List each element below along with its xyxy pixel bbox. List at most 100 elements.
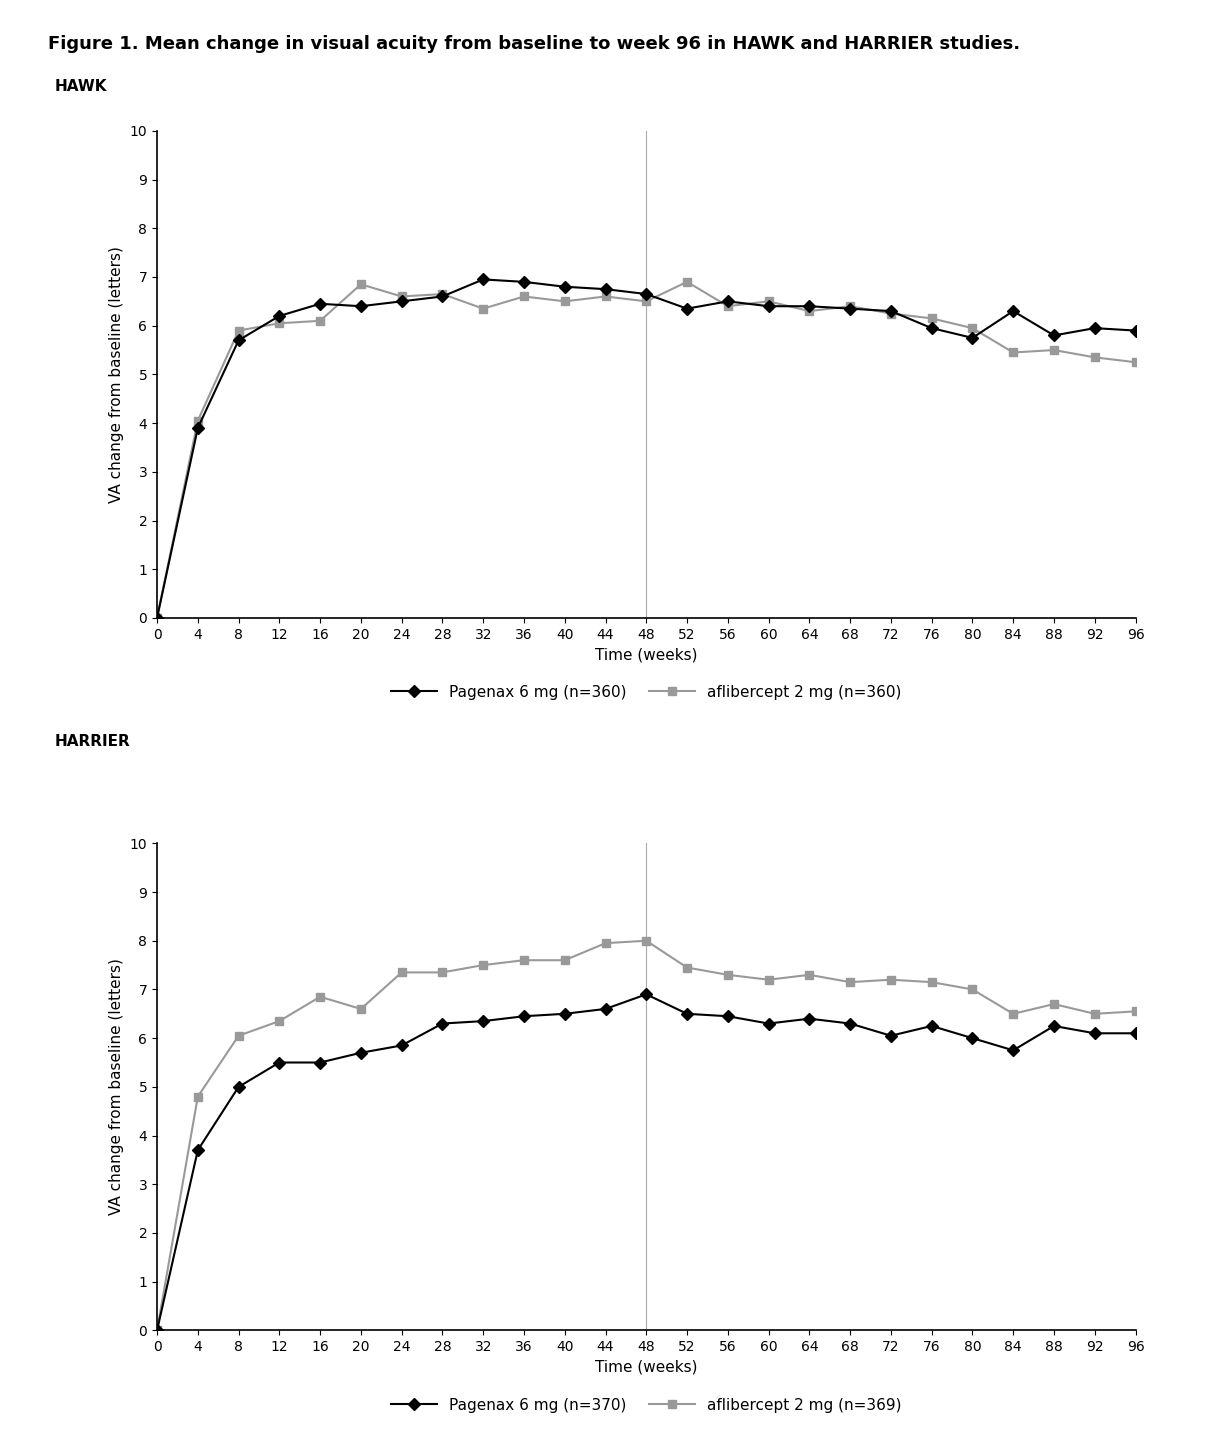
aflibercept 2 mg (n=369) (313, 989, 327, 1006)
aflibercept 2 mg (n=360) (1087, 349, 1102, 366)
Pagenax 6 mg (n=360) (843, 300, 858, 317)
Y-axis label: VA change from baseline (letters): VA change from baseline (letters) (109, 958, 124, 1216)
aflibercept 2 mg (n=369) (1087, 1005, 1102, 1022)
Pagenax 6 mg (n=370) (1046, 1018, 1062, 1035)
aflibercept 2 mg (n=369) (1046, 996, 1062, 1013)
Pagenax 6 mg (n=360) (639, 285, 654, 302)
Pagenax 6 mg (n=360) (354, 298, 368, 316)
Pagenax 6 mg (n=360) (924, 320, 939, 337)
aflibercept 2 mg (n=360) (1006, 343, 1021, 361)
aflibercept 2 mg (n=360) (680, 273, 695, 291)
aflibercept 2 mg (n=369) (191, 1088, 205, 1105)
Pagenax 6 mg (n=370) (476, 1012, 490, 1029)
Pagenax 6 mg (n=370) (557, 1005, 571, 1022)
aflibercept 2 mg (n=360) (924, 310, 939, 327)
aflibercept 2 mg (n=360) (150, 609, 164, 627)
Pagenax 6 mg (n=360) (598, 281, 612, 298)
Pagenax 6 mg (n=360) (191, 419, 205, 436)
Pagenax 6 mg (n=370) (761, 1015, 776, 1032)
Pagenax 6 mg (n=360) (231, 332, 246, 349)
aflibercept 2 mg (n=369) (1006, 1005, 1021, 1022)
aflibercept 2 mg (n=369) (720, 965, 734, 983)
aflibercept 2 mg (n=360) (313, 313, 327, 330)
aflibercept 2 mg (n=360) (394, 288, 408, 305)
aflibercept 2 mg (n=369) (354, 1000, 368, 1018)
Pagenax 6 mg (n=360) (150, 609, 164, 627)
aflibercept 2 mg (n=369) (394, 964, 408, 981)
aflibercept 2 mg (n=369) (272, 1012, 286, 1029)
Pagenax 6 mg (n=370) (843, 1015, 858, 1032)
aflibercept 2 mg (n=360) (761, 292, 776, 310)
Pagenax 6 mg (n=360) (761, 298, 776, 316)
Pagenax 6 mg (n=360) (883, 302, 898, 320)
Text: HAWK: HAWK (54, 79, 106, 93)
Pagenax 6 mg (n=370) (394, 1037, 408, 1054)
aflibercept 2 mg (n=360) (802, 302, 817, 320)
Pagenax 6 mg (n=360) (272, 307, 286, 324)
aflibercept 2 mg (n=369) (1128, 1003, 1143, 1021)
aflibercept 2 mg (n=369) (843, 973, 858, 990)
aflibercept 2 mg (n=360) (354, 276, 368, 294)
Text: HARRIER: HARRIER (54, 734, 130, 749)
aflibercept 2 mg (n=369) (639, 932, 654, 949)
aflibercept 2 mg (n=360) (965, 320, 980, 337)
Pagenax 6 mg (n=370) (802, 1011, 817, 1028)
aflibercept 2 mg (n=369) (680, 958, 695, 976)
Pagenax 6 mg (n=370) (965, 1029, 980, 1047)
Pagenax 6 mg (n=370) (150, 1322, 164, 1339)
aflibercept 2 mg (n=369) (924, 973, 939, 990)
aflibercept 2 mg (n=360) (476, 300, 490, 317)
Pagenax 6 mg (n=370) (191, 1141, 205, 1159)
aflibercept 2 mg (n=360) (557, 292, 571, 310)
Pagenax 6 mg (n=370) (354, 1044, 368, 1061)
aflibercept 2 mg (n=360) (231, 321, 246, 339)
Pagenax 6 mg (n=370) (598, 1000, 612, 1018)
aflibercept 2 mg (n=369) (150, 1322, 164, 1339)
Pagenax 6 mg (n=360) (517, 273, 532, 291)
Line: Pagenax 6 mg (n=360): Pagenax 6 mg (n=360) (153, 275, 1139, 622)
Legend: Pagenax 6 mg (n=370), aflibercept 2 mg (n=369): Pagenax 6 mg (n=370), aflibercept 2 mg (… (391, 1397, 901, 1413)
Pagenax 6 mg (n=370) (720, 1008, 734, 1025)
aflibercept 2 mg (n=360) (639, 292, 654, 310)
Pagenax 6 mg (n=370) (272, 1054, 286, 1072)
Pagenax 6 mg (n=360) (802, 298, 817, 316)
Pagenax 6 mg (n=360) (965, 329, 980, 346)
aflibercept 2 mg (n=360) (191, 411, 205, 429)
aflibercept 2 mg (n=360) (517, 288, 532, 305)
Line: aflibercept 2 mg (n=369): aflibercept 2 mg (n=369) (153, 936, 1139, 1335)
Pagenax 6 mg (n=370) (231, 1079, 246, 1096)
aflibercept 2 mg (n=369) (231, 1027, 246, 1044)
aflibercept 2 mg (n=360) (435, 285, 449, 302)
Pagenax 6 mg (n=370) (1087, 1025, 1102, 1043)
Pagenax 6 mg (n=370) (435, 1015, 449, 1032)
aflibercept 2 mg (n=360) (1128, 353, 1143, 371)
Pagenax 6 mg (n=370) (313, 1054, 327, 1072)
aflibercept 2 mg (n=369) (802, 965, 817, 983)
Pagenax 6 mg (n=360) (1046, 327, 1062, 345)
X-axis label: Time (weeks): Time (weeks) (596, 1359, 697, 1374)
Pagenax 6 mg (n=360) (435, 288, 449, 305)
aflibercept 2 mg (n=369) (557, 951, 571, 968)
aflibercept 2 mg (n=360) (843, 298, 858, 316)
aflibercept 2 mg (n=360) (1046, 342, 1062, 359)
X-axis label: Time (weeks): Time (weeks) (596, 647, 697, 662)
aflibercept 2 mg (n=360) (598, 288, 612, 305)
aflibercept 2 mg (n=360) (272, 314, 286, 332)
Text: Figure 1. Mean change in visual acuity from baseline to week 96 in HAWK and HARR: Figure 1. Mean change in visual acuity f… (48, 35, 1021, 52)
Y-axis label: VA change from baseline (letters): VA change from baseline (letters) (109, 246, 124, 503)
aflibercept 2 mg (n=369) (598, 935, 612, 952)
Line: Pagenax 6 mg (n=370): Pagenax 6 mg (n=370) (153, 990, 1139, 1335)
Pagenax 6 mg (n=370) (680, 1005, 695, 1022)
Pagenax 6 mg (n=370) (1006, 1041, 1021, 1059)
Pagenax 6 mg (n=370) (924, 1018, 939, 1035)
aflibercept 2 mg (n=369) (435, 964, 449, 981)
Pagenax 6 mg (n=370) (517, 1008, 532, 1025)
Pagenax 6 mg (n=370) (883, 1027, 898, 1044)
aflibercept 2 mg (n=369) (476, 957, 490, 974)
aflibercept 2 mg (n=369) (517, 951, 532, 968)
aflibercept 2 mg (n=369) (965, 980, 980, 997)
aflibercept 2 mg (n=360) (720, 298, 734, 316)
Pagenax 6 mg (n=360) (1128, 321, 1143, 339)
Pagenax 6 mg (n=360) (313, 295, 327, 313)
Line: aflibercept 2 mg (n=360): aflibercept 2 mg (n=360) (153, 278, 1139, 622)
